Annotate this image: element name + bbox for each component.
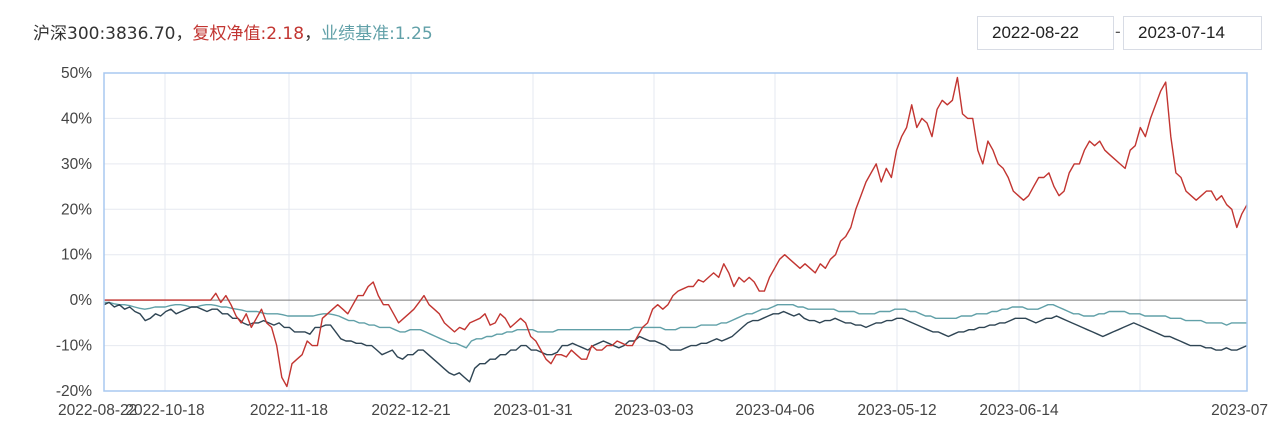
y-tick-label: 20% bbox=[61, 201, 92, 218]
x-tick-label: 2022-12-21 bbox=[371, 402, 450, 419]
y-tick-label: 50% bbox=[61, 65, 92, 82]
series-line-nav bbox=[104, 76, 1248, 388]
date-range-separator: - bbox=[1115, 22, 1121, 41]
series-line-bench bbox=[104, 301, 1247, 349]
x-tick-label: 2022-08-22 bbox=[58, 402, 137, 419]
y-tick-label: 10% bbox=[61, 247, 92, 264]
start-date-input[interactable]: 2022-08-22 bbox=[977, 16, 1114, 50]
x-tick-label: 2022-11-18 bbox=[250, 402, 328, 419]
legend-separator: ， bbox=[175, 24, 193, 44]
series-layer bbox=[103, 76, 1248, 388]
x-tick-label: 2022-10-18 bbox=[125, 402, 204, 419]
plot-border bbox=[103, 72, 1248, 392]
x-tick-label: 2023-03-03 bbox=[614, 402, 693, 419]
x-tick-label: 2023-06-14 bbox=[979, 402, 1059, 419]
y-tick-label: 30% bbox=[61, 156, 92, 173]
y-axis: -20% -10% 0% 10% 20% 30% 40% 50% bbox=[56, 65, 92, 400]
legend-separator: ， bbox=[304, 24, 322, 44]
y-tick-label: -20% bbox=[56, 383, 92, 400]
legend-hs300[interactable]: 沪深300:3836.70 bbox=[33, 24, 176, 44]
y-tick-label: -10% bbox=[56, 338, 92, 355]
legend-benchmark[interactable]: 业绩基准:1.25 bbox=[321, 24, 433, 44]
series-line-hs300 bbox=[103, 301, 1248, 383]
x-tick-label: 2023-05-12 bbox=[857, 402, 936, 419]
y-tick-label: 40% bbox=[61, 110, 92, 127]
x-tick-label: 2023-07 bbox=[1211, 402, 1268, 419]
x-tick-label: 2023-04-06 bbox=[735, 402, 814, 419]
end-date-input[interactable]: 2023-07-14 bbox=[1123, 16, 1262, 50]
chart-legend: 沪深300:3836.70，复权净值:2.18，业绩基准:1.25 bbox=[33, 19, 433, 44]
y-tick-label: 0% bbox=[70, 292, 93, 309]
x-tick-label: 2023-01-31 bbox=[493, 402, 572, 419]
legend-nav[interactable]: 复权净值:2.18 bbox=[192, 24, 305, 44]
